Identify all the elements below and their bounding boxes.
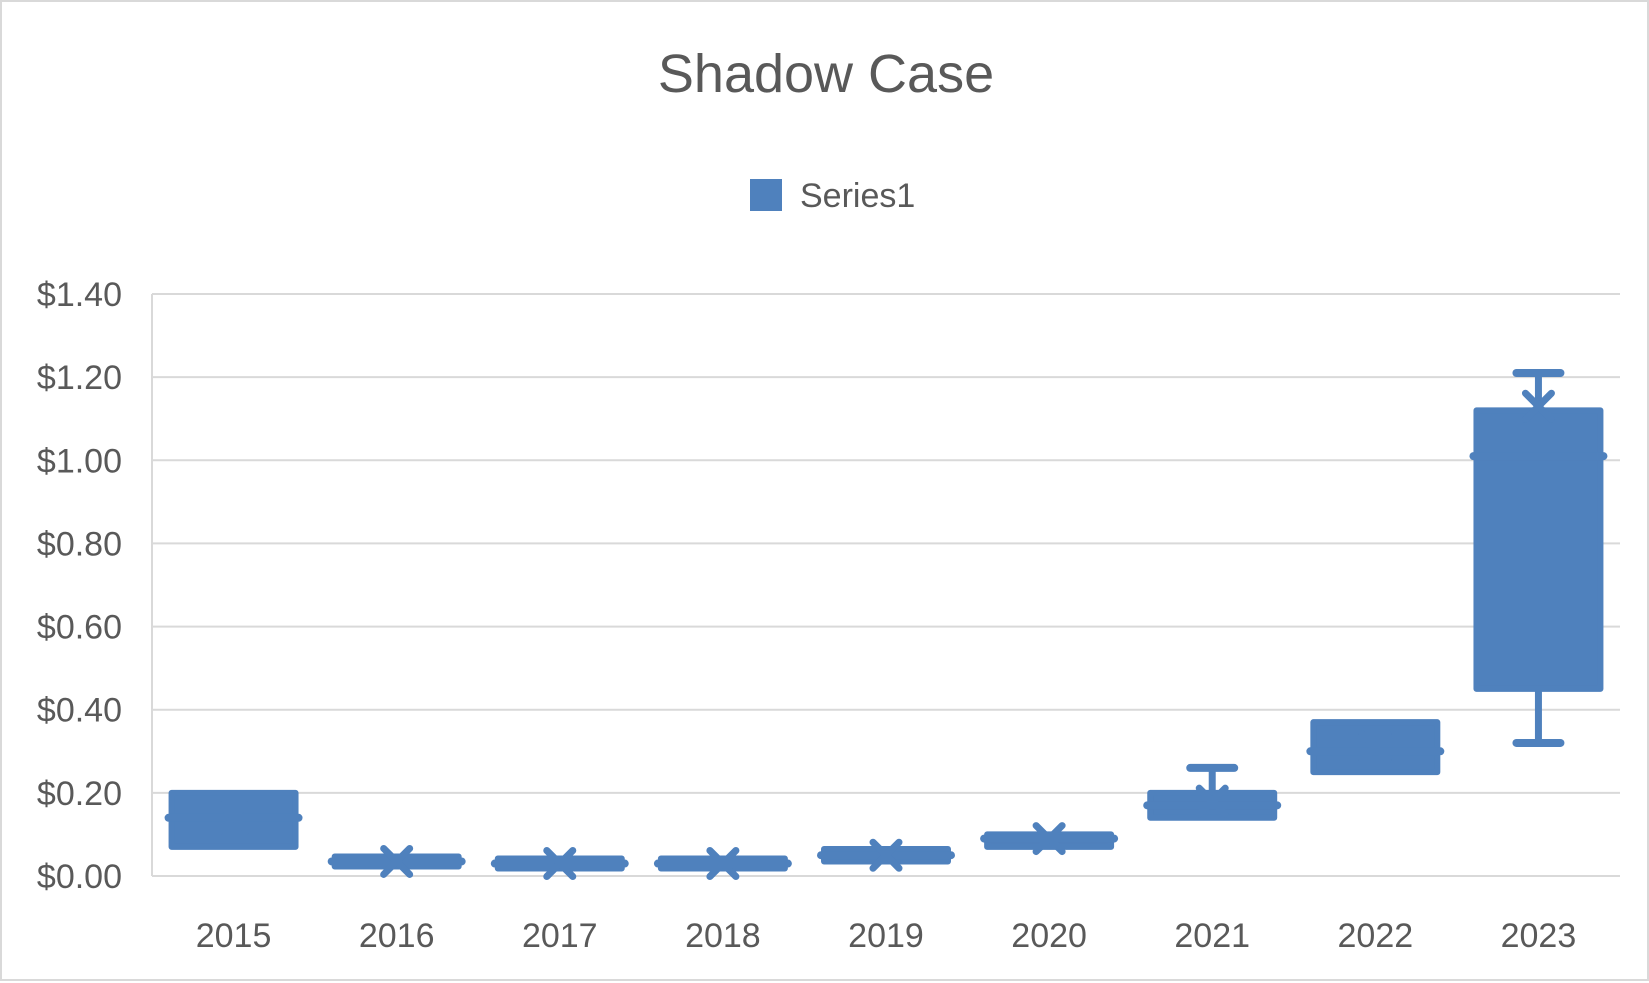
- legend-label: Series1: [800, 177, 915, 215]
- y-tick-label: $1.00: [37, 442, 122, 480]
- x-tick-label: 2020: [1011, 917, 1087, 955]
- y-tick-label: $0.40: [37, 692, 122, 730]
- mean-marker: [1358, 730, 1392, 764]
- x-tick-label: 2017: [522, 917, 598, 955]
- y-tick-label: $0.80: [37, 525, 122, 563]
- chart-title: Shadow Case: [658, 44, 994, 104]
- mean-marker: [380, 844, 414, 878]
- x-tick-label: 2021: [1174, 917, 1250, 955]
- legend: Series1: [750, 177, 915, 215]
- y-tick-label: $0.20: [37, 775, 122, 813]
- x-tick-label: 2019: [848, 917, 924, 955]
- mean-marker: [869, 838, 903, 872]
- box: [1310, 719, 1441, 776]
- plot-area: $0.00 $0.20 $0.40 $0.60 $0.80 $1.00 $1.20 $1.40…: [37, 276, 1620, 955]
- legend-swatch: [750, 179, 782, 211]
- y-tick-label: $1.20: [37, 359, 122, 397]
- y-tick-label: $0.60: [37, 609, 122, 647]
- x-tick-label: 2015: [196, 917, 272, 955]
- x-tick-label: 2018: [685, 917, 761, 955]
- y-tick-label: $1.40: [37, 276, 122, 314]
- mean-marker: [543, 847, 577, 881]
- mean-marker: [217, 801, 251, 835]
- x-tick-label: 2016: [359, 917, 435, 955]
- y-tick-label: $0.00: [37, 858, 122, 896]
- x-tick-label: 2022: [1338, 917, 1414, 955]
- mean-marker: [706, 847, 740, 881]
- mean-marker: [1032, 822, 1066, 856]
- mean-marker: [1521, 389, 1555, 423]
- mean-marker: [1195, 784, 1229, 818]
- x-tick-label: 2023: [1501, 917, 1577, 955]
